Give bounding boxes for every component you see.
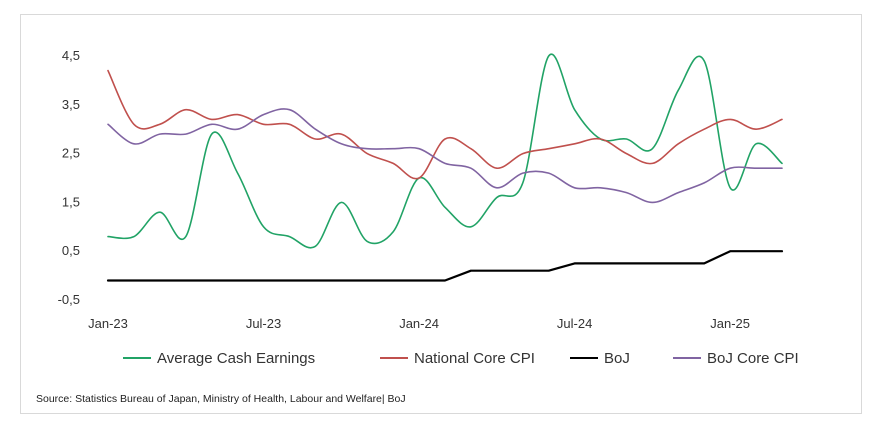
legend-label-boj: BoJ (604, 350, 630, 367)
y-tick-label: 4,5 (62, 48, 80, 63)
legend: Average Cash Earnings National Core CPI Bo… (123, 350, 799, 367)
legend-label-national-core-cpi: National Core CPI (414, 350, 535, 367)
x-tick-label: Jul-23 (246, 316, 281, 331)
y-tick-label: 2,5 (62, 146, 80, 161)
y-axis-ticks: -0,5 0,5 1,5 2,5 3,5 4,5 (58, 48, 80, 307)
y-tick-label: -0,5 (58, 292, 80, 307)
y-tick-label: 0,5 (62, 243, 80, 258)
x-tick-label: Jan-25 (710, 316, 750, 331)
chart-frame (20, 14, 862, 414)
series-line-average-cash-earnings (107, 53, 783, 249)
series-line-national-core-cpi (107, 69, 783, 180)
y-tick-label: 1,5 (62, 194, 80, 209)
legend-label-boj-core-cpi: BoJ Core CPI (707, 350, 799, 367)
series-lines (106, 53, 784, 282)
series-line-boj-core-cpi (107, 108, 783, 204)
source-note: Source: Statistics Bureau of Japan, Mini… (36, 393, 406, 405)
x-tick-label: Jan-23 (88, 316, 128, 331)
y-tick-label: 3,5 (62, 97, 80, 112)
x-axis-ticks: Jan-23 Jul-23 Jan-24 Jul-24 Jan-25 (88, 316, 750, 331)
legend-label-average-cash-earnings: Average Cash Earnings (157, 350, 315, 367)
x-tick-label: Jan-24 (399, 316, 439, 331)
series-line-boj (106, 250, 784, 282)
x-tick-label: Jul-24 (557, 316, 592, 331)
